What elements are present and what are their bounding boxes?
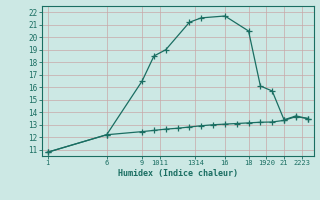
X-axis label: Humidex (Indice chaleur): Humidex (Indice chaleur) xyxy=(118,169,237,178)
